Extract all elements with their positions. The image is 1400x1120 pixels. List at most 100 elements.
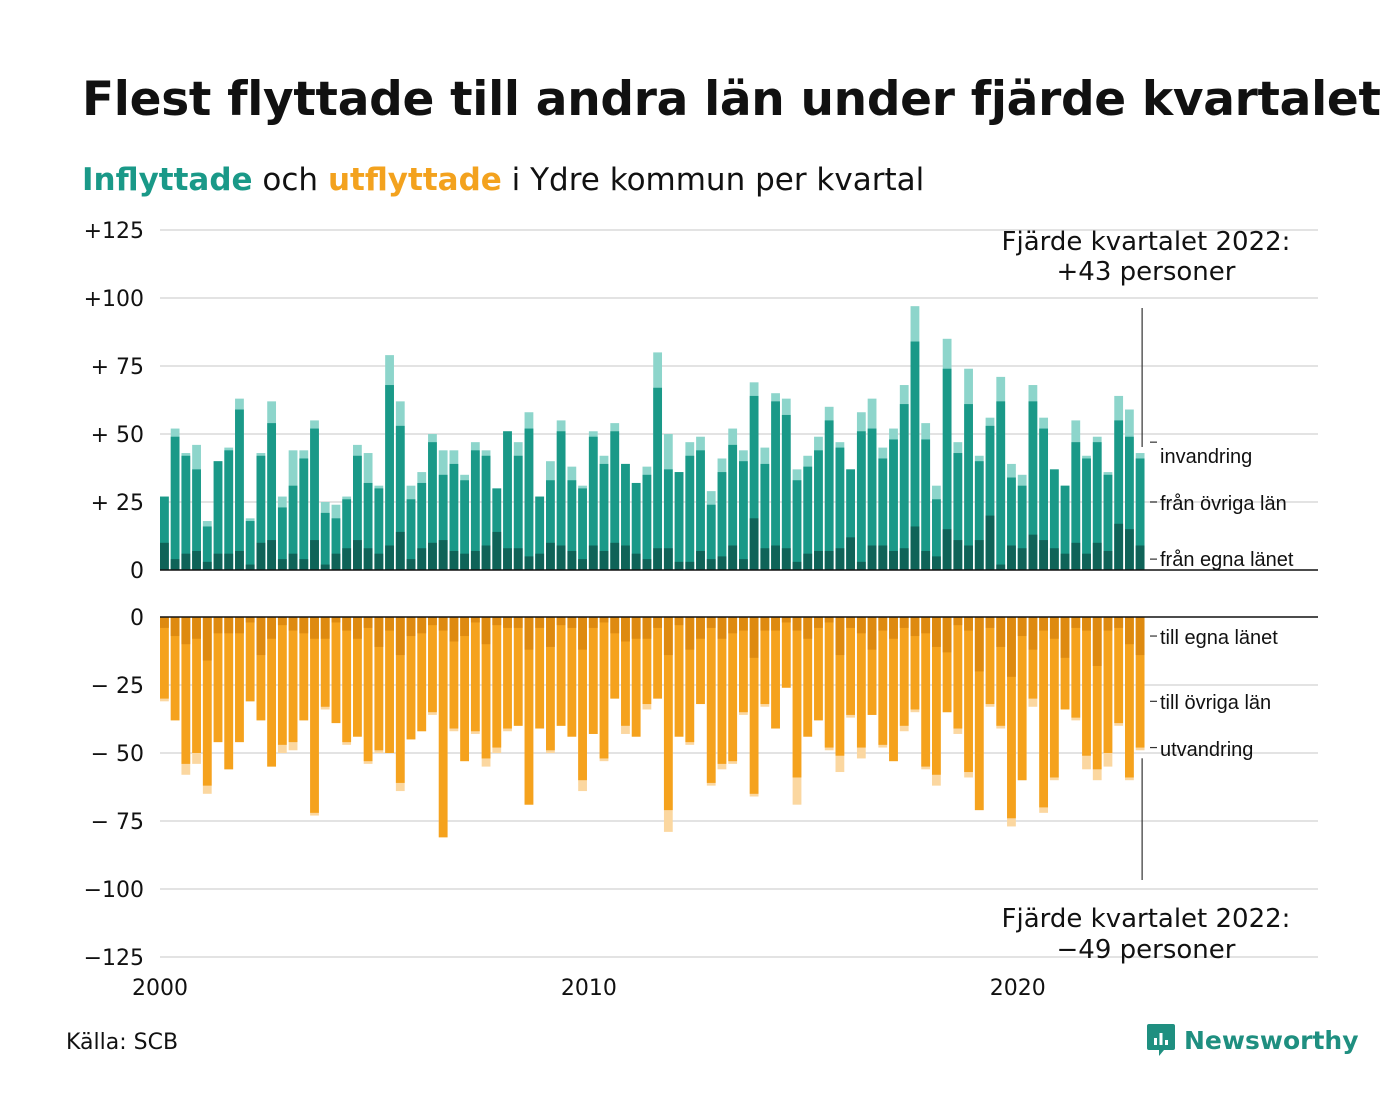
- bar-in-own-county: [1007, 545, 1016, 570]
- bar-in-own-county: [438, 540, 448, 570]
- bar-out-own-county: [299, 617, 309, 634]
- bar-in-other-county: [814, 450, 823, 570]
- y-tick-lower: −125: [84, 946, 144, 971]
- y-tick-lower: − 25: [91, 674, 144, 699]
- subtitle-connector: och: [252, 162, 328, 198]
- bar-out-own-county: [1082, 617, 1091, 631]
- x-tick: 2010: [561, 976, 617, 1001]
- bar-out-own-county: [342, 617, 352, 631]
- bar-in-own-county: [964, 545, 973, 570]
- bar-out-other-county: [1114, 617, 1124, 724]
- bar-out-other-county: [1071, 617, 1081, 718]
- bar-in-other-county: [406, 499, 416, 570]
- bar-out-other-county: [974, 617, 984, 811]
- bar-in-other-county: [578, 488, 587, 570]
- bar-out-other-county: [160, 617, 169, 699]
- bar-in-own-county: [631, 553, 641, 570]
- bar-in-other-county: [1092, 442, 1102, 570]
- bar-in-own-county: [342, 548, 352, 570]
- bar-out-other-county: [513, 617, 523, 726]
- bar-in-own-county: [1092, 542, 1102, 570]
- bar-out-own-county: [610, 617, 620, 634]
- bar-in-other-county: [728, 444, 738, 570]
- bar-in-own-county: [492, 531, 502, 570]
- bar-out-other-county: [460, 617, 470, 762]
- bar-out-own-county: [867, 617, 877, 650]
- bar-in-own-county: [363, 548, 373, 570]
- bar-in-other-county: [932, 499, 941, 570]
- bar-in-own-county: [256, 542, 266, 570]
- bar-out-other-county: [331, 617, 341, 724]
- bar-in-other-county: [846, 469, 856, 570]
- bar-out-own-county: [1049, 617, 1059, 639]
- bar-out-other-county: [277, 617, 287, 745]
- bar-in-other-county: [256, 455, 266, 570]
- bar-in-other-county: [942, 368, 952, 570]
- axes: +125 +100 + 75 + 50 + 25 0 0 − 25 − 50 − 75 −100 −1…: [84, 219, 1318, 1001]
- bar-out-other-county: [1039, 617, 1049, 808]
- bar-out-own-county: [942, 617, 952, 653]
- bar-in-other-county: [170, 436, 180, 570]
- bar-out-other-county: [889, 617, 898, 762]
- bar-in-own-county: [706, 559, 716, 570]
- bar-in-own-county: [470, 550, 480, 570]
- bar-in-own-county: [331, 553, 341, 570]
- bar-in-own-county: [578, 559, 587, 570]
- newsworthy-logo-icon: [1147, 1024, 1175, 1056]
- bar-out-own-county: [824, 617, 834, 623]
- bar-out-other-county: [170, 617, 180, 721]
- bar-in-other-county: [524, 428, 534, 570]
- bar-in-own-county: [781, 548, 791, 570]
- bar-out-own-county: [503, 617, 512, 628]
- bar-out-other-county: [1007, 617, 1016, 819]
- bar-out-own-county: [481, 617, 491, 645]
- bar-in-own-county: [449, 550, 459, 570]
- bar-out-own-county: [395, 617, 405, 656]
- label-utvandring: utvandring: [1160, 739, 1253, 761]
- bar-in-other-county: [953, 453, 963, 570]
- bar-in-own-county: [170, 559, 180, 570]
- bar-out-own-county: [1017, 617, 1027, 637]
- bar-out-other-county: [374, 617, 384, 751]
- bar-in-own-county: [224, 553, 234, 570]
- bar-out-other-county: [728, 617, 738, 762]
- bar-out-other-county: [674, 617, 684, 737]
- x-tick: 2020: [990, 976, 1046, 1001]
- annotation-lower-line2: −49 personer: [1057, 935, 1236, 965]
- bar-out-own-county: [760, 617, 770, 631]
- bar-out-other-county: [320, 617, 330, 707]
- bar-in-own-county: [245, 564, 255, 570]
- bar-out-own-county: [245, 617, 255, 623]
- bar-in-other-county: [235, 409, 244, 570]
- bar-in-own-county: [417, 548, 427, 570]
- bar-in-other-county: [546, 480, 555, 570]
- y-tick-upper: +100: [84, 287, 144, 312]
- bar-out-own-county: [899, 617, 909, 628]
- bar-in-other-county: [513, 455, 523, 570]
- bar-out-other-county: [706, 617, 716, 783]
- bar-out-other-county: [342, 617, 352, 743]
- bar-in-other-county: [910, 341, 920, 570]
- bar-out-other-county: [824, 617, 834, 748]
- bar-in-own-county: [771, 545, 780, 570]
- bar-out-other-county: [267, 617, 277, 767]
- bar-in-own-county: [320, 564, 330, 570]
- bar-out-other-county: [235, 617, 244, 743]
- bar-out-own-county: [728, 617, 738, 634]
- bar-in-other-county: [856, 431, 866, 570]
- bar-out-own-county: [556, 617, 566, 626]
- bar-out-other-county: [1103, 617, 1113, 753]
- bar-in-other-county: [824, 420, 834, 570]
- bar-out-other-county: [481, 617, 491, 759]
- bar-out-own-county: [181, 617, 191, 645]
- bar-out-other-county: [406, 617, 416, 740]
- bar-in-own-county: [288, 553, 298, 570]
- bar-out-other-county: [760, 617, 770, 705]
- bar-in-own-county: [1039, 540, 1049, 570]
- bar-out-own-county: [932, 617, 941, 647]
- bar-in-other-county: [621, 463, 630, 570]
- bar-out-other-county: [663, 617, 673, 811]
- bar-in-other-county: [460, 480, 470, 570]
- bar-in-own-county: [160, 542, 169, 570]
